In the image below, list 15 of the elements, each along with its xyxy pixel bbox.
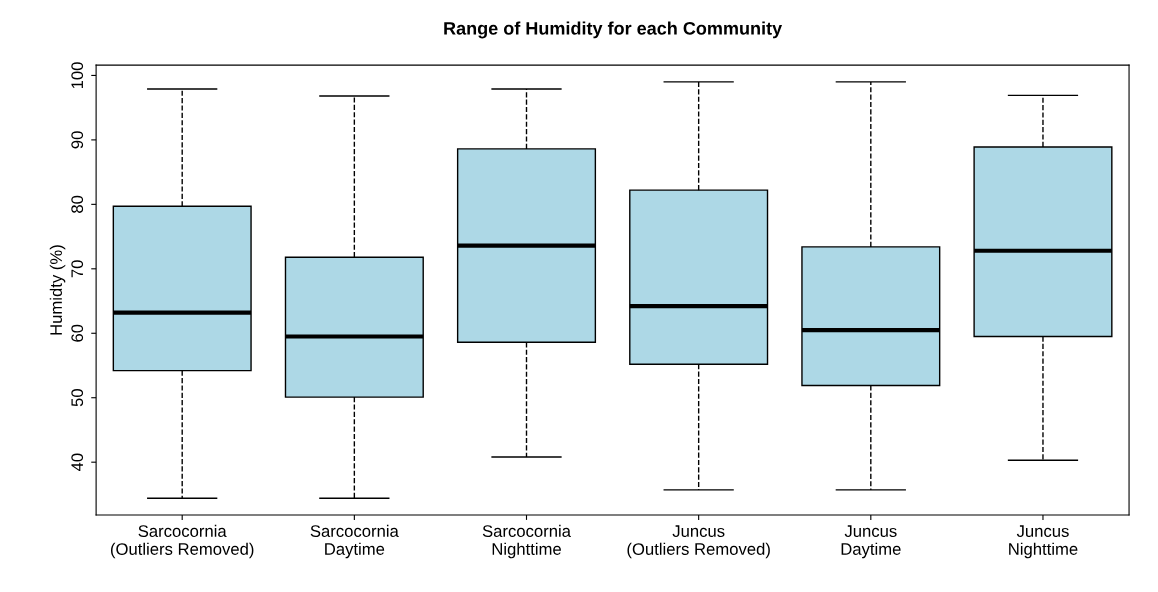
y-tick-label: 60 xyxy=(71,324,84,342)
x-tick-label: Sarcocornia Nighttime xyxy=(482,524,571,559)
y-tick-label: 50 xyxy=(71,389,84,407)
y-tick-label: 40 xyxy=(71,453,84,472)
y-tick-label: 80 xyxy=(71,195,84,213)
x-tick-label: Sarcocornia (Outliers Removed) xyxy=(110,524,254,559)
y-tick-label: 100 xyxy=(71,62,84,89)
x-tick-label: Juncus Nighttime xyxy=(1009,525,1078,559)
y-tick-label: 70 xyxy=(71,260,84,278)
y-axis-title: Humidty (%) xyxy=(49,245,66,335)
x-tick-label: Juncus Daytime xyxy=(841,525,901,559)
x-tick-label: Juncus (Outliers Removed) xyxy=(627,525,770,559)
chart-title: Range of Humidity for each Community xyxy=(444,21,783,39)
y-tick-label: 90 xyxy=(71,131,84,149)
x-tick-label: Sarcocornia Daytime xyxy=(310,524,399,559)
